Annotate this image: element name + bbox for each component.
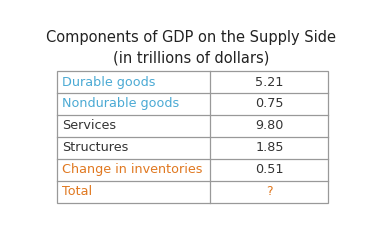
- Bar: [57, 71, 329, 203]
- Text: 9.80: 9.80: [255, 120, 283, 133]
- Text: Structures: Structures: [62, 141, 128, 154]
- Text: (in trillions of dollars): (in trillions of dollars): [113, 50, 269, 65]
- Text: 0.75: 0.75: [255, 97, 283, 110]
- Text: Components of GDP on the Supply Side: Components of GDP on the Supply Side: [46, 30, 336, 45]
- Text: Durable goods: Durable goods: [62, 75, 156, 89]
- Text: Change in inventories: Change in inventories: [62, 163, 203, 176]
- Text: 5.21: 5.21: [255, 75, 283, 89]
- Text: ?: ?: [266, 185, 273, 198]
- Text: Total: Total: [62, 185, 92, 198]
- Text: 0.51: 0.51: [255, 163, 283, 176]
- Text: Nondurable goods: Nondurable goods: [62, 97, 179, 110]
- Text: 1.85: 1.85: [255, 141, 283, 154]
- Text: Services: Services: [62, 120, 116, 133]
